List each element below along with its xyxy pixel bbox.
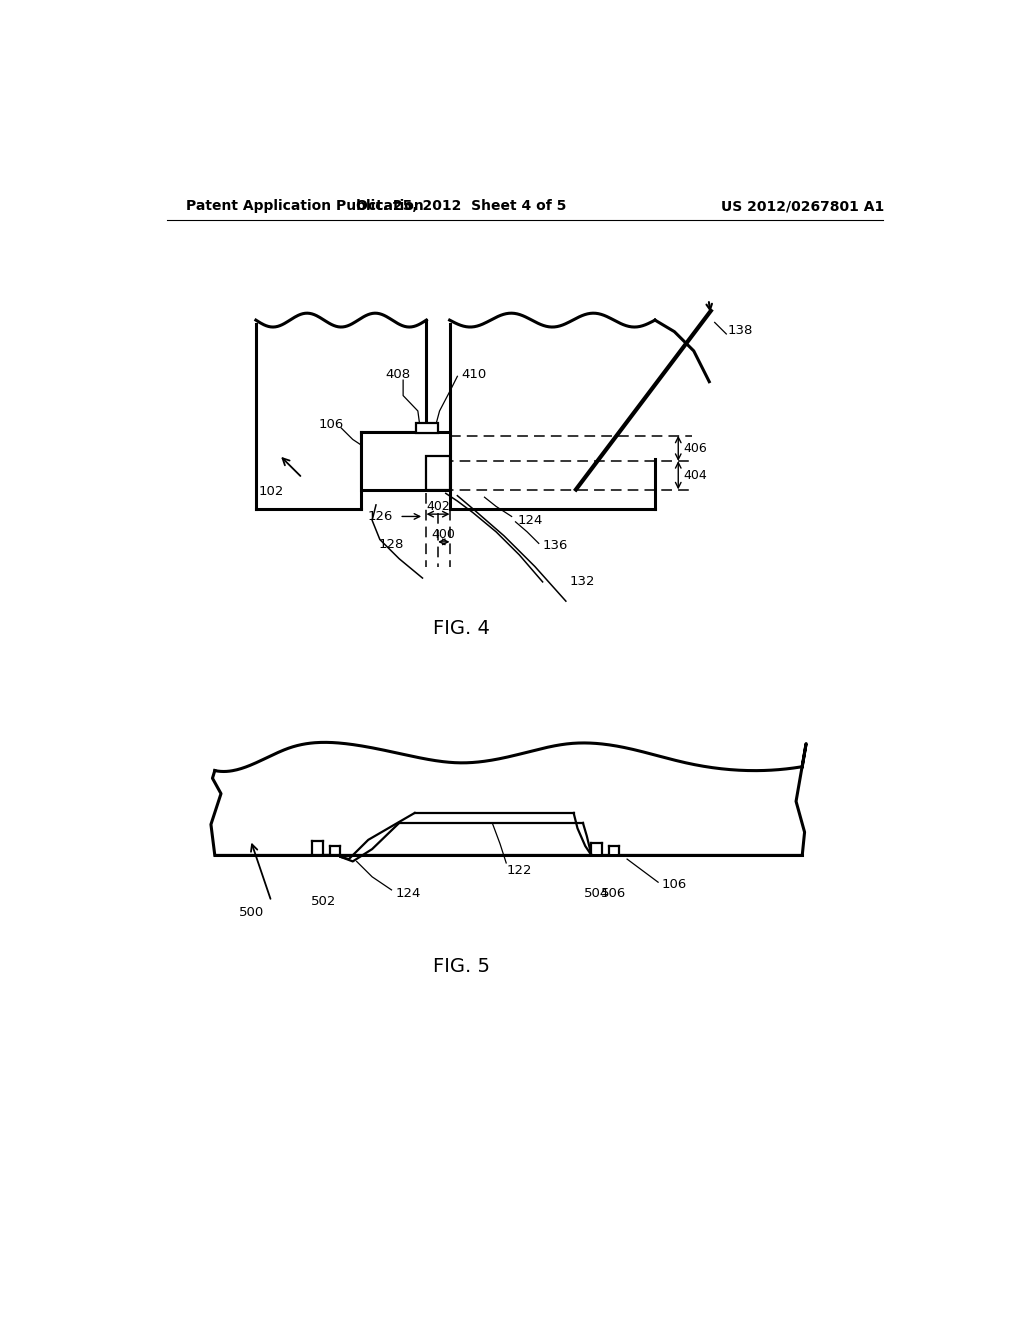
Bar <box>426 457 450 490</box>
Text: 128: 128 <box>379 539 404 552</box>
Text: 122: 122 <box>506 865 531 878</box>
Text: 406: 406 <box>684 442 708 455</box>
Text: 136: 136 <box>543 539 568 552</box>
Text: 404: 404 <box>684 469 708 482</box>
Text: US 2012/0267801 A1: US 2012/0267801 A1 <box>721 199 884 213</box>
Bar <box>360 432 450 490</box>
Text: 402: 402 <box>426 500 450 513</box>
Text: 102: 102 <box>259 486 284 499</box>
Text: 400: 400 <box>432 528 456 541</box>
Text: 124: 124 <box>395 887 421 900</box>
Text: Oct. 25, 2012  Sheet 4 of 5: Oct. 25, 2012 Sheet 4 of 5 <box>356 199 566 213</box>
Text: 410: 410 <box>461 367 486 380</box>
Text: FIG. 5: FIG. 5 <box>433 957 489 977</box>
Text: 124: 124 <box>518 513 543 527</box>
Bar <box>417 422 438 433</box>
Text: 132: 132 <box>569 576 595 589</box>
Text: 502: 502 <box>311 895 337 908</box>
Text: 500: 500 <box>240 907 264 920</box>
Text: 506: 506 <box>601 887 627 900</box>
Text: 138: 138 <box>728 323 754 337</box>
Text: Patent Application Publication: Patent Application Publication <box>186 199 424 213</box>
Text: 126: 126 <box>368 510 392 523</box>
Text: 106: 106 <box>662 878 687 891</box>
Text: 106: 106 <box>318 417 344 430</box>
Text: FIG. 4: FIG. 4 <box>433 619 489 638</box>
Text: 504: 504 <box>585 887 609 900</box>
Text: 408: 408 <box>385 367 411 380</box>
